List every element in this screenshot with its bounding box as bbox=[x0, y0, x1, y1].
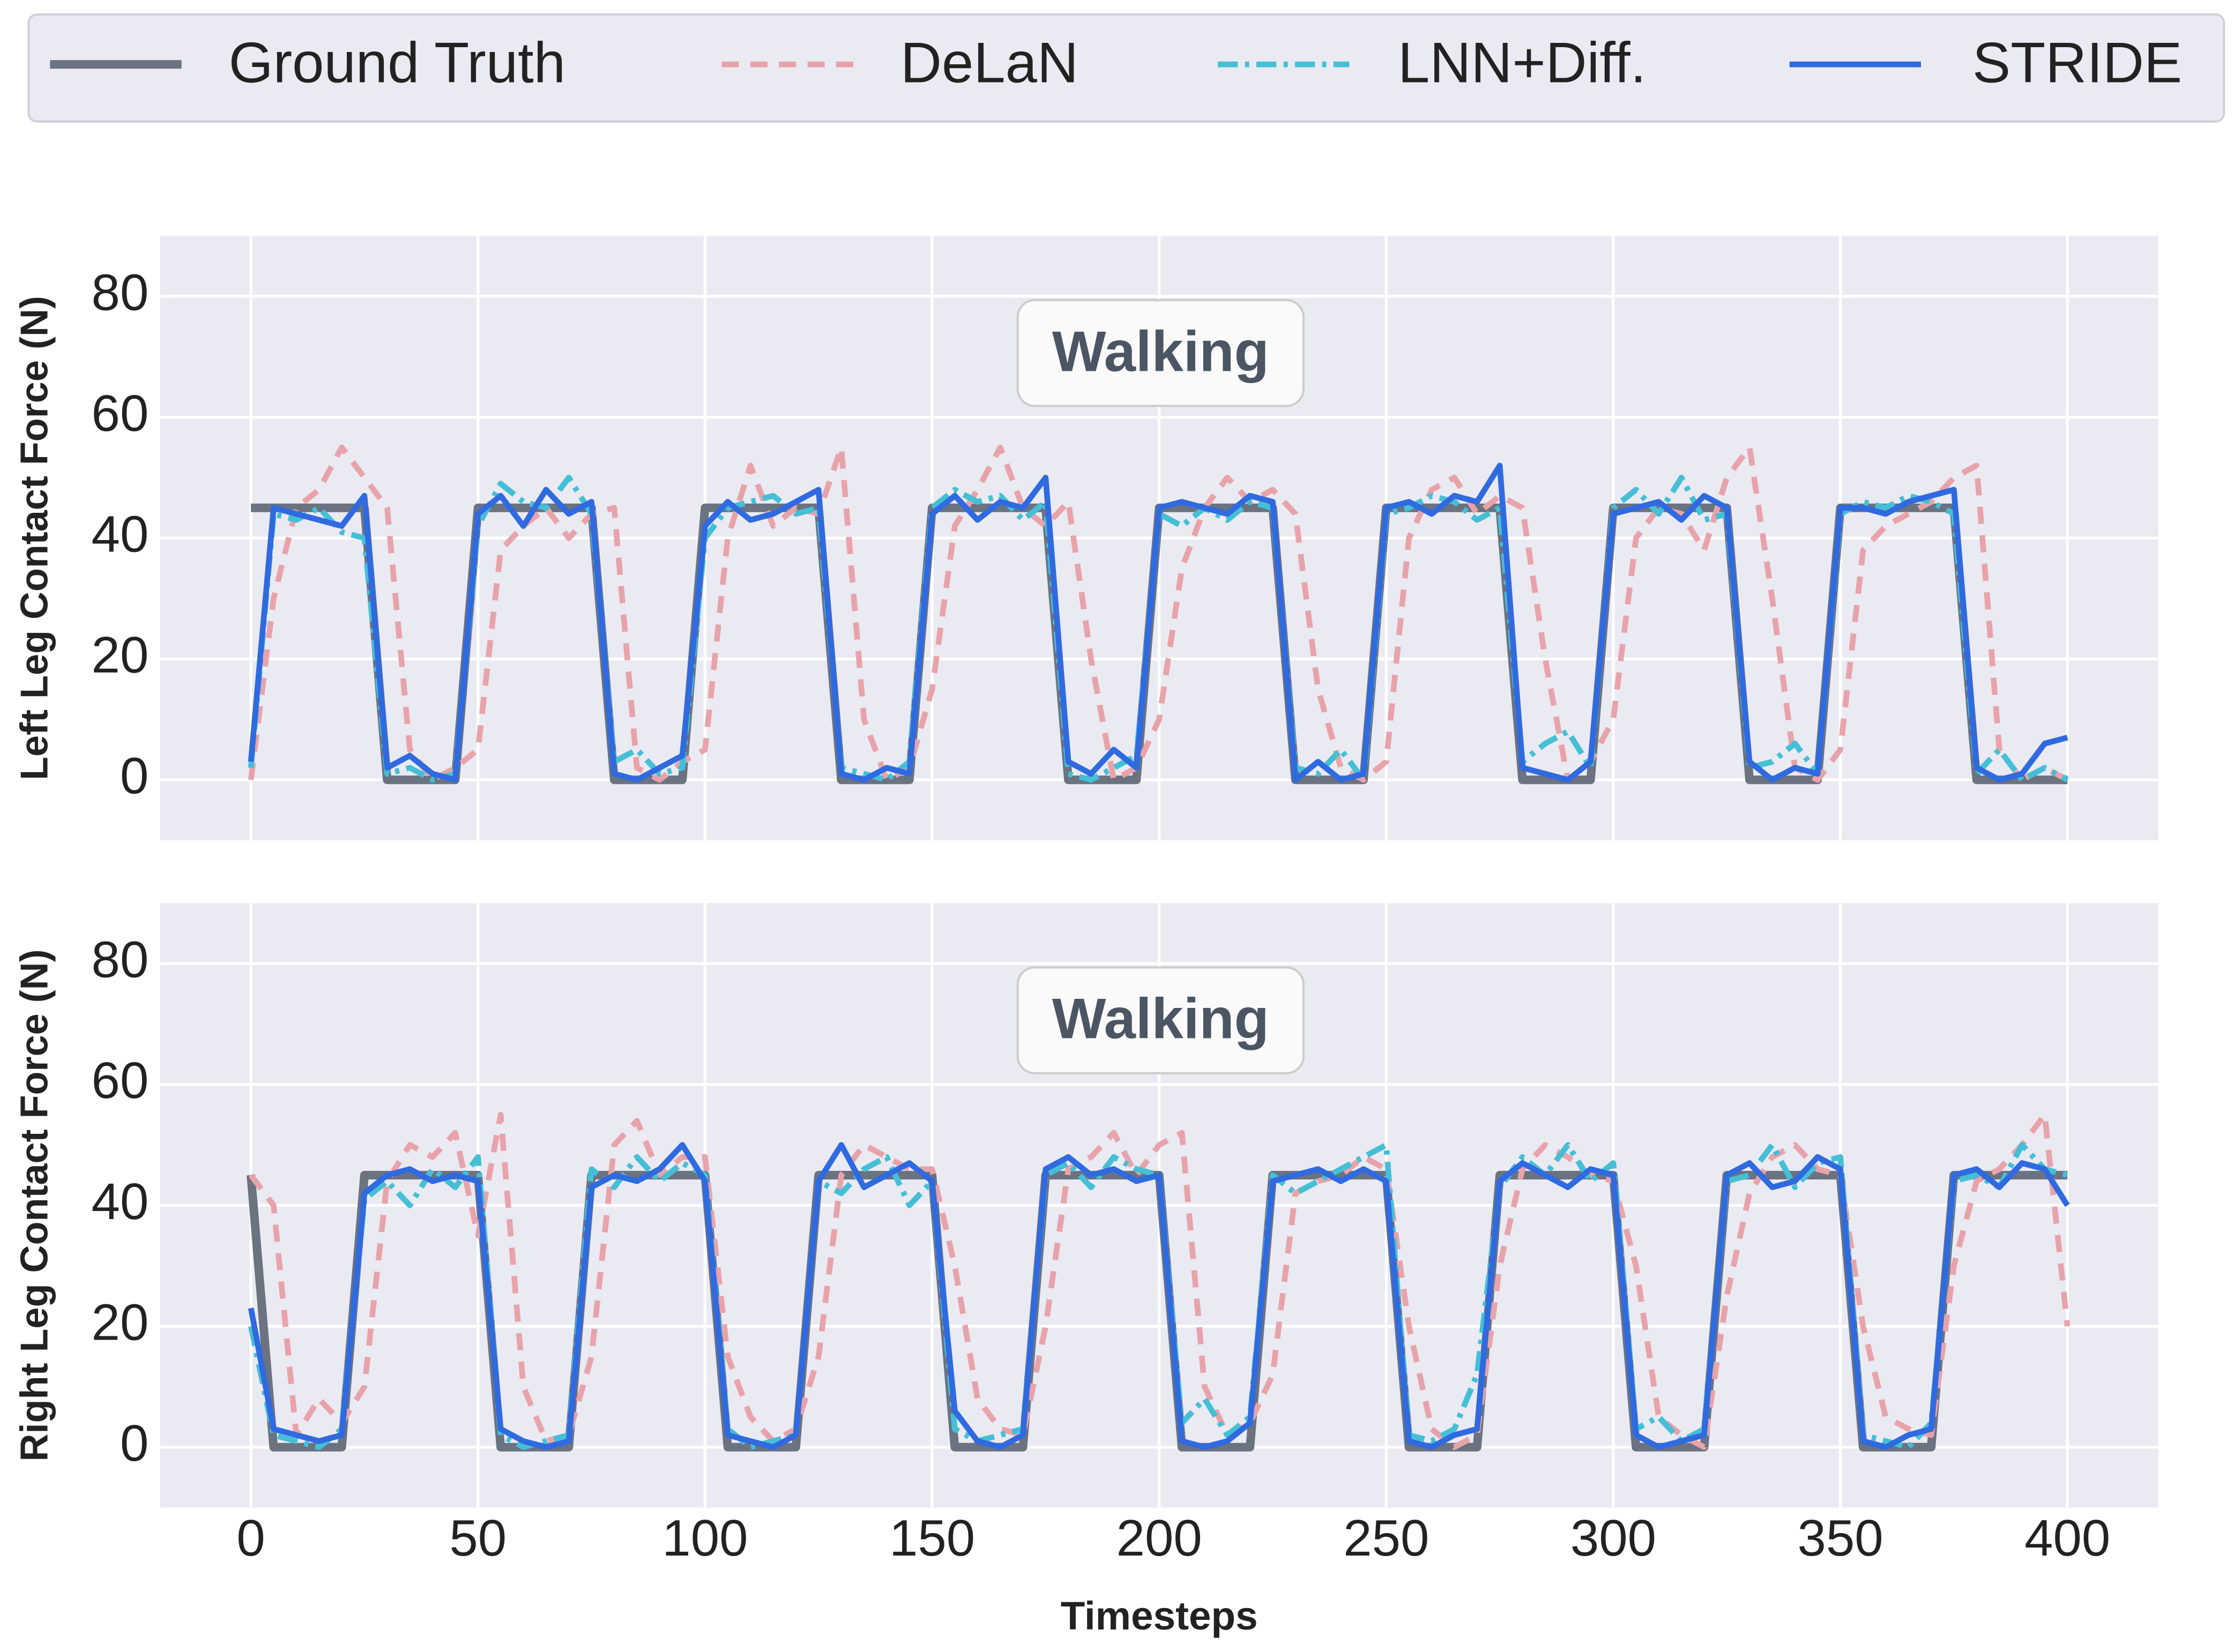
legend-box bbox=[27, 13, 2225, 123]
annotation-box bbox=[1016, 966, 1305, 1074]
x-tick-label: 0 bbox=[236, 1509, 265, 1567]
x-tick-label: 150 bbox=[889, 1509, 975, 1567]
y-tick-label: 20 bbox=[92, 626, 149, 684]
y-tick-label: 20 bbox=[92, 1294, 149, 1351]
y-tick-label: 0 bbox=[120, 1415, 148, 1472]
series-line bbox=[248, 1142, 2068, 1451]
legend-label: LNN+Diff. bbox=[1398, 31, 1646, 95]
x-tick-label: 300 bbox=[1570, 1509, 1656, 1567]
series-line bbox=[248, 444, 2069, 783]
series-line bbox=[248, 462, 2068, 783]
y-tick-label: 40 bbox=[92, 506, 149, 563]
x-tick-label: 250 bbox=[1343, 1509, 1429, 1567]
y-tick-label: 80 bbox=[92, 931, 149, 989]
series-group bbox=[248, 444, 2069, 784]
x-tick-label: 50 bbox=[449, 1509, 507, 1567]
series-group bbox=[247, 1111, 2071, 1452]
y-tick-label: 40 bbox=[92, 1173, 149, 1230]
legend-label: Ground Truth bbox=[229, 31, 565, 95]
y-tick-label: 60 bbox=[92, 1052, 149, 1109]
annotation-box bbox=[1016, 299, 1305, 407]
series-line bbox=[248, 1142, 2070, 1451]
y-axis-label: Right Leg Contact Force (N) bbox=[13, 950, 56, 1462]
x-tick-label: 400 bbox=[2024, 1509, 2110, 1567]
x-axis-label: Timesteps bbox=[1061, 1593, 1258, 1638]
x-tick-label: 350 bbox=[1797, 1509, 1883, 1567]
y-tick-label: 60 bbox=[92, 385, 149, 442]
x-tick-label: 100 bbox=[662, 1509, 748, 1567]
series-line bbox=[248, 1111, 2071, 1451]
annotation: Walking bbox=[1052, 986, 1269, 1051]
y-axis-label: Left Leg Contact Force (N) bbox=[13, 296, 56, 780]
y-tick-label: 80 bbox=[92, 264, 149, 321]
legend-label: STRIDE bbox=[1972, 31, 2182, 95]
x-tick-label: 200 bbox=[1116, 1509, 1202, 1567]
legend: Ground Truth DeLaN LNN+Diff. STRIDE bbox=[50, 31, 2182, 95]
y-tick-label: 0 bbox=[120, 747, 148, 805]
annotation: Walking bbox=[1052, 319, 1269, 383]
legend-label: DeLaN bbox=[900, 31, 1078, 95]
